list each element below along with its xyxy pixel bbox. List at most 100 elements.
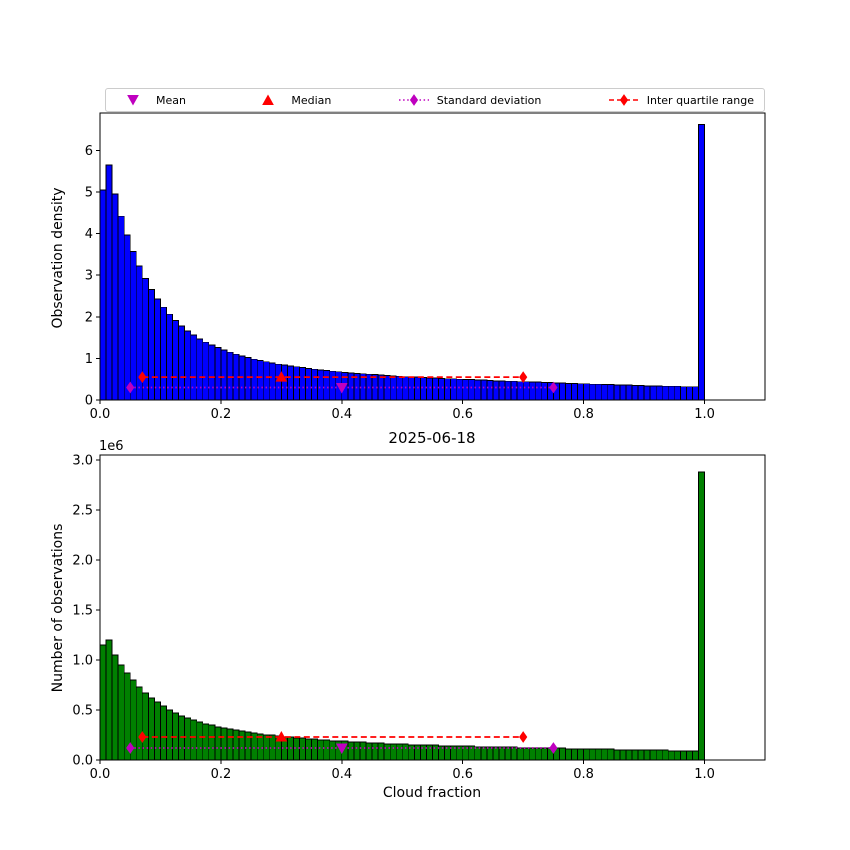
histogram-bar: [123, 234, 131, 401]
x-tick-label: 0.6: [452, 767, 473, 782]
histogram-bar: [534, 747, 542, 761]
histogram-bar: [293, 737, 300, 761]
histogram-bar: [147, 288, 155, 401]
histogram-bar: [504, 380, 512, 401]
histogram-bar: [154, 701, 161, 761]
histogram-bar: [559, 747, 566, 761]
histogram-bar: [190, 719, 198, 761]
histogram-bar: [522, 381, 530, 401]
histogram-bar: [643, 385, 651, 401]
histogram-bar: [492, 380, 500, 401]
histogram-bar: [190, 334, 198, 401]
histogram-bar: [311, 368, 319, 401]
histogram-bar: [673, 385, 681, 401]
bottom-y-axis-label: Number of observations: [50, 524, 66, 693]
histogram-bar: [426, 377, 433, 401]
histogram-bar: [141, 692, 149, 761]
histogram-bar: [329, 740, 337, 761]
histogram-bar: [625, 749, 633, 761]
x-tick-label: 0.4: [331, 407, 352, 422]
histogram-bar: [299, 737, 306, 761]
x-axis-ticks: 0.0 0.2 0.4 0.6 0.8 1.0: [90, 760, 715, 782]
histogram-bar: [679, 750, 687, 761]
histogram-bar: [510, 380, 518, 401]
histogram-bar: [625, 384, 633, 401]
histogram-bar: [516, 381, 524, 401]
histogram-bar: [280, 364, 288, 401]
diamond-icon: [398, 94, 429, 106]
histogram-bar: [486, 380, 494, 401]
histogram-bar: [649, 749, 657, 761]
histogram-bar: [492, 746, 500, 761]
histogram-bar: [238, 730, 246, 761]
legend: Mean Median Standard deviation Inter quarti…: [105, 88, 765, 112]
histogram-bar: [444, 745, 452, 761]
histogram-bar: [365, 742, 373, 761]
histogram-bar: [432, 377, 439, 401]
histogram-bar: [450, 378, 458, 401]
y-tick-label: 2.5: [72, 504, 93, 519]
histogram-bar: [323, 370, 331, 401]
iqr-left-diamond-icon: [138, 371, 147, 383]
histogram-bar: [655, 749, 663, 761]
histogram-bar: [432, 744, 439, 761]
y-tick-label: 0.5: [72, 704, 93, 719]
histogram-bar: [160, 705, 167, 761]
y-tick-label: 3.0: [72, 454, 93, 469]
histogram-bar: [141, 278, 149, 401]
histogram-bar: [256, 360, 264, 401]
histogram-bar: [347, 741, 355, 761]
histogram-bar: [698, 124, 705, 401]
histogram-bar: [111, 654, 119, 761]
histogram-bar: [323, 739, 331, 761]
y-tick-label: 3: [85, 269, 93, 284]
histogram-bar: [353, 741, 361, 761]
triangle-down-icon: [127, 95, 139, 106]
histogram-bar: [420, 377, 427, 401]
histogram-bars: [99, 471, 705, 761]
histogram-bar: [105, 164, 113, 401]
histogram-bar: [166, 709, 173, 761]
histogram-bar: [184, 717, 192, 761]
legend-triangle-down-glyph: [127, 95, 139, 106]
histogram-bar: [679, 386, 687, 401]
histogram-bar: [135, 686, 143, 761]
legend-item-standard-deviation: Standard deviation: [397, 93, 541, 107]
histogram-bar: [244, 357, 252, 401]
legend-item-median: Median: [251, 93, 331, 107]
y-tick-label: 5: [85, 186, 93, 201]
x-tick-label: 0.2: [211, 407, 232, 422]
histogram-bar: [317, 369, 325, 401]
subplot-title: 2025-06-18: [388, 429, 475, 447]
histogram-bar: [565, 748, 572, 761]
histogram-bar: [637, 385, 645, 401]
histogram-bar: [607, 384, 615, 401]
histogram-bar: [377, 742, 385, 761]
histogram-bar: [516, 747, 524, 761]
legend-diamond-glyph: [619, 94, 628, 106]
x-axis-label: Cloud fraction: [383, 785, 481, 801]
histogram-bar: [456, 378, 464, 401]
histogram-bar: [129, 251, 137, 401]
stat-markers: [126, 730, 558, 755]
histogram-bar: [504, 746, 512, 761]
y-axis-ticks: 0 1 2 3 4 5 6: [85, 144, 100, 409]
histogram-bar: [667, 750, 675, 761]
histogram-bar: [619, 749, 627, 761]
histogram-bar: [522, 747, 530, 761]
histogram-bar: [184, 330, 192, 401]
histogram-bar: [661, 385, 669, 401]
histogram-bar: [383, 743, 391, 761]
histogram-bar: [613, 384, 621, 401]
median-marker-icon: [275, 730, 288, 742]
histogram-bar: [438, 377, 445, 401]
histogram-bar: [583, 383, 591, 401]
legend-item-label: Inter quartile range: [646, 93, 754, 107]
histogram-bar: [510, 746, 518, 761]
std-deviation-left-diamond-icon: [126, 742, 135, 754]
histogram-bar: [202, 341, 210, 401]
histogram-bar: [583, 748, 591, 761]
histogram-bar: [395, 743, 403, 761]
